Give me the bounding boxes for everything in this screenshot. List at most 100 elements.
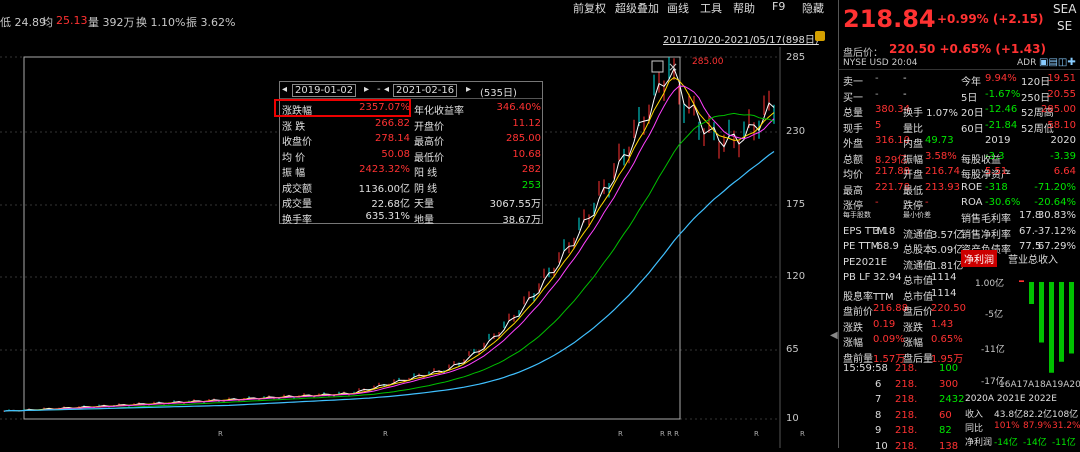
stat-value: 346.40% bbox=[496, 102, 542, 113]
fund-value: 0.65% bbox=[931, 334, 963, 345]
stat-label: ROA bbox=[961, 197, 983, 208]
trade-volume: 60 bbox=[939, 409, 952, 421]
menu-draw[interactable]: 画线 bbox=[667, 2, 689, 15]
stat-value: 285.00 bbox=[506, 133, 541, 144]
price-change: +0.99% (+2.15) bbox=[937, 12, 1044, 26]
tab-net-profit[interactable]: 净利润 bbox=[961, 250, 997, 267]
next-arrow-icon[interactable]: ▸ bbox=[364, 84, 370, 95]
amplitude-stat: 振 3.62% bbox=[186, 16, 236, 29]
lock-icon[interactable] bbox=[815, 31, 825, 41]
quote-label: 现手 bbox=[843, 123, 863, 135]
stat-label: 年化收益率 bbox=[414, 106, 464, 117]
date-separator: - bbox=[377, 84, 381, 95]
stat-label: 最低价 bbox=[414, 152, 444, 164]
tab-revenue[interactable]: 营业总收入 bbox=[1008, 255, 1058, 266]
profit-bar bbox=[1019, 280, 1024, 282]
fund-value: 1.95万 bbox=[931, 353, 964, 365]
fund-value: 32.94 bbox=[873, 272, 902, 283]
fund-value: 1114 bbox=[931, 287, 957, 299]
menu-overlay[interactable]: 超级叠加 bbox=[615, 2, 659, 15]
days-count: (535日) bbox=[480, 88, 517, 99]
trade-volume: 82 bbox=[939, 425, 952, 436]
quote-label: 卖一 bbox=[843, 77, 863, 88]
stat-value: -3.3 bbox=[985, 150, 1005, 162]
stat-value: -1.67% bbox=[985, 88, 1021, 100]
start-date-input[interactable]: 2019-01-02 bbox=[292, 84, 357, 97]
next-arrow-icon[interactable]: ▸ bbox=[466, 84, 472, 95]
profit-bar bbox=[1029, 282, 1034, 304]
quote-label: 买一 bbox=[843, 92, 863, 104]
trade-time: 9 bbox=[875, 425, 882, 436]
stat-label: 换手率 bbox=[282, 214, 312, 226]
menu-hide[interactable]: 隐藏 bbox=[802, 2, 824, 15]
fund-label: 涨跌 bbox=[903, 322, 923, 334]
fund-value: 0.09% bbox=[873, 334, 905, 345]
fund-value: 1.81亿 bbox=[931, 260, 964, 272]
forecast-label: 净利润 bbox=[965, 438, 993, 448]
profit-bar bbox=[1069, 282, 1074, 354]
stat-label: 天量 bbox=[414, 199, 434, 210]
fin-value: 30.83% bbox=[1037, 210, 1076, 221]
stat-value: 22.68亿 bbox=[371, 199, 410, 210]
stat-value: 38.67万 bbox=[502, 214, 541, 226]
quote-value: 217.88 bbox=[875, 166, 910, 177]
forecast-label: 同比 bbox=[965, 424, 984, 434]
fin-value: 77.5 bbox=[1019, 241, 1042, 252]
toolbar-icons[interactable]: ▣▤◫✚ bbox=[1039, 57, 1076, 68]
stat-label: 阳 线 bbox=[414, 168, 438, 179]
fund-label: 股息率TTM bbox=[843, 291, 894, 303]
menu-help[interactable]: 帮助 bbox=[733, 2, 755, 15]
quote-value: 316.10 bbox=[875, 135, 910, 146]
quote-label: 量比 bbox=[903, 123, 923, 135]
fund-label: 总市值 bbox=[903, 276, 933, 287]
fund-value: 1114 bbox=[931, 272, 957, 283]
split-mark: R bbox=[754, 430, 759, 438]
menu-f9[interactable]: F9 bbox=[772, 0, 786, 13]
quote-label: 均价 bbox=[843, 170, 863, 181]
prev-arrow-icon[interactable]: ◂ bbox=[282, 84, 288, 95]
profit-tick: 1.00亿 bbox=[975, 279, 1005, 289]
stat-row: 涨 跌 266.82 开盘价 11.12 bbox=[280, 117, 544, 133]
date-range[interactable]: 2017/10/20-2021/05/17(898日) bbox=[663, 35, 819, 46]
stat-label: 收盘价 bbox=[282, 137, 312, 148]
quote-label: 最低 bbox=[903, 185, 923, 197]
fund-label: 总市值 bbox=[903, 291, 933, 303]
prev-arrow-icon[interactable]: ◂ bbox=[384, 84, 390, 95]
stat-row: 均 价 50.08 最低价 10.68 bbox=[280, 148, 544, 164]
stat-row: 收盘价 278.14 最高价 285.00 bbox=[280, 132, 544, 148]
stat-value: 2357.07% bbox=[359, 102, 410, 113]
y-tick-175: 175 bbox=[786, 199, 806, 210]
trade-time: 8 bbox=[875, 409, 882, 421]
low-stat: 低 24.89 bbox=[0, 16, 46, 29]
fin-value: -37.12% bbox=[1034, 225, 1076, 237]
turnover-stat: 换 1.10% bbox=[136, 16, 186, 29]
stat-label: 均 价 bbox=[282, 152, 306, 164]
quote-value: 221.78 bbox=[875, 181, 910, 193]
menu-tools[interactable]: 工具 bbox=[700, 2, 722, 15]
price-chart-svg: × bbox=[0, 47, 781, 448]
split-mark: R R R bbox=[660, 430, 680, 438]
fund-label: 盘后价 bbox=[903, 307, 933, 318]
stat-label: 阴 线 bbox=[414, 183, 438, 195]
trade-volume: 2432 bbox=[939, 394, 965, 405]
forecast-value: 82.2亿 bbox=[1023, 410, 1053, 420]
fund-label: 涨跌 bbox=[843, 322, 863, 334]
menu-fq[interactable]: 前复权 bbox=[573, 2, 606, 15]
kline-chart[interactable]: × 285 230 175 120 65 10 285.00 R R R R R… bbox=[0, 47, 830, 448]
fund-value: 1.43 bbox=[931, 318, 954, 330]
quote-value: 213.93 bbox=[925, 181, 960, 193]
stat-value: 19.51 bbox=[1047, 73, 1076, 84]
collapse-arrow-icon[interactable]: ◀ bbox=[830, 330, 838, 341]
stat-label: 20日 bbox=[961, 108, 984, 119]
end-date-input[interactable]: 2021-02-16 bbox=[393, 84, 458, 97]
forecast-value: -14亿 bbox=[994, 438, 1018, 448]
stat-value: 3067.55万 bbox=[489, 199, 541, 210]
stat-value: 2020 bbox=[1050, 135, 1076, 146]
stat-value: 11.12 bbox=[512, 117, 541, 129]
quote-value: - bbox=[875, 88, 879, 100]
quote-label: 总额 bbox=[843, 154, 863, 166]
stat-value: 6.64 bbox=[1053, 166, 1076, 177]
stat-value: 282 bbox=[521, 164, 541, 175]
fund-label: 盘后量 bbox=[903, 353, 933, 365]
profit-tick: -17亿 bbox=[981, 377, 1005, 387]
